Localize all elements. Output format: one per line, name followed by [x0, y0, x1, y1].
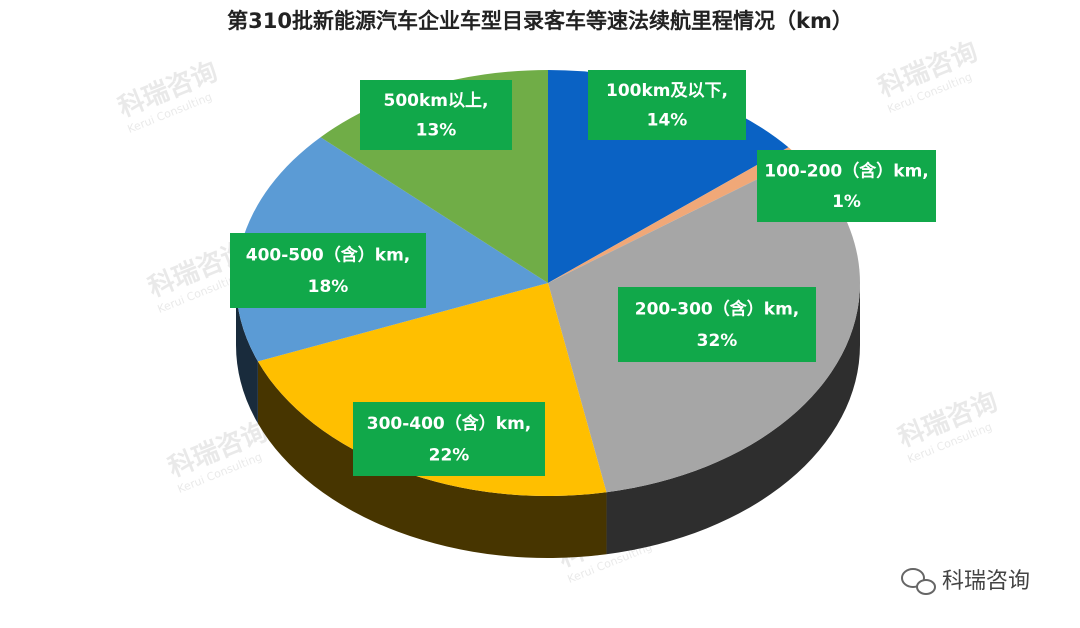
wechat-icon	[901, 568, 925, 588]
source-logo: 科瑞咨询	[901, 568, 1030, 595]
slice-side	[236, 283, 258, 424]
category-label: 500km以上,	[384, 91, 489, 111]
label-box	[588, 70, 746, 140]
label-box	[353, 402, 545, 476]
label-box	[757, 150, 936, 222]
slice-side	[257, 361, 607, 558]
slice	[548, 147, 801, 283]
slice-side	[606, 283, 860, 555]
category-label: 100km及以下,	[606, 81, 728, 101]
value-label: 14%	[647, 110, 688, 130]
source: 科瑞咨询	[942, 569, 1030, 594]
label-box	[230, 233, 426, 308]
category-label: 400-500（含）km,	[246, 245, 411, 266]
chart-title: 第310批新能源汽车企业车型目录客车等速法续航里程情况（km）	[227, 9, 853, 33]
value-label: 13%	[416, 120, 457, 140]
label-box	[618, 287, 816, 362]
value-label: 18%	[308, 277, 349, 297]
label-box	[360, 80, 512, 150]
wechat-icon	[916, 579, 936, 595]
category-label: 300-400（含）km,	[367, 413, 532, 434]
category-label: 200-300（含）km,	[635, 299, 800, 320]
value-label: 22%	[429, 445, 470, 465]
value-label: 32%	[697, 331, 738, 351]
value-label: 1%	[832, 192, 861, 212]
category-label: 100-200（含）km,	[764, 161, 929, 182]
